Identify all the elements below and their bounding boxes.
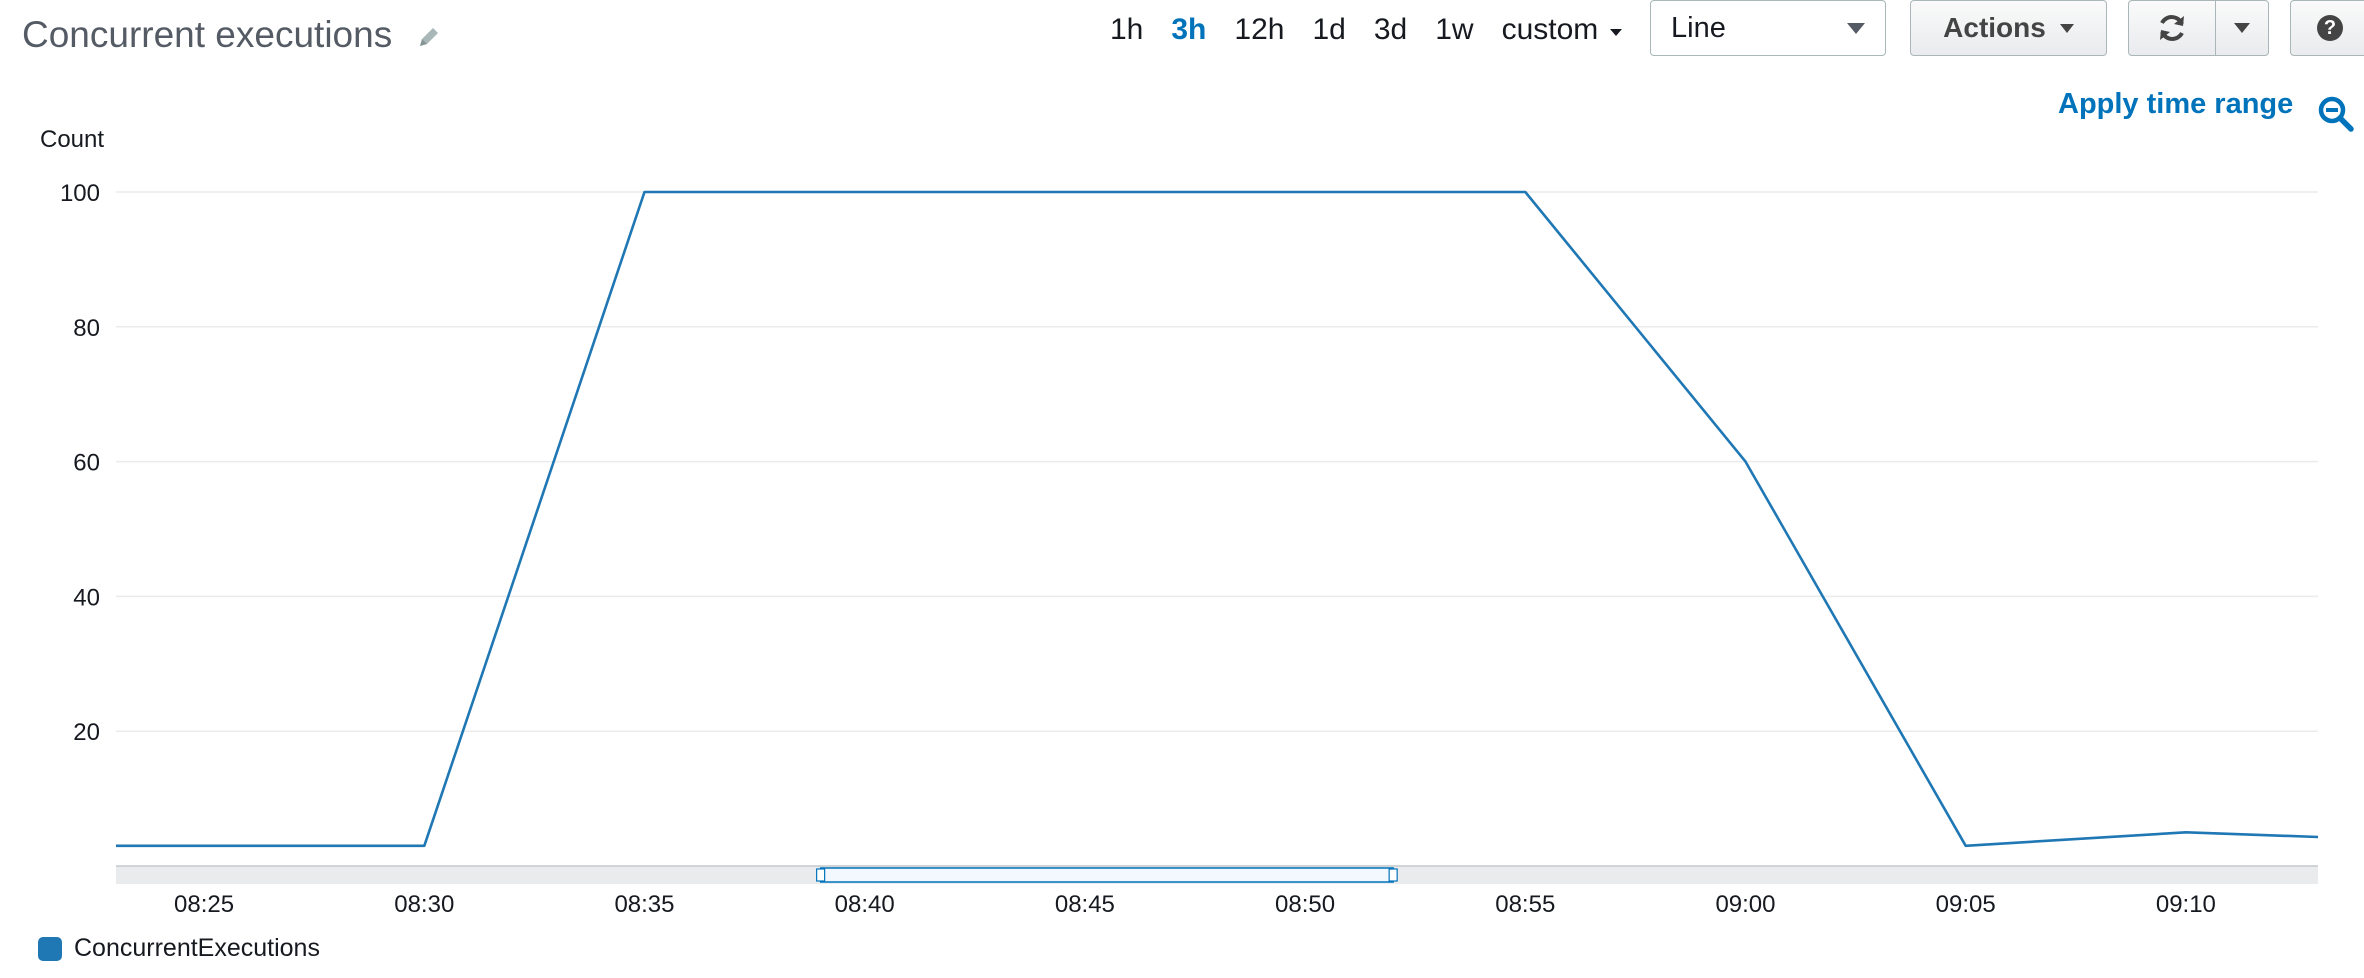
help-button[interactable]: ? <box>2290 0 2364 56</box>
brush-handle[interactable] <box>1388 868 1398 882</box>
caret-down-icon <box>1610 28 1623 36</box>
x-tick-label: 08:35 <box>614 891 674 918</box>
help-icon: ? <box>2317 15 2343 41</box>
x-tick-label: 09:10 <box>2156 891 2216 918</box>
apply-time-range-link[interactable]: Apply time range <box>2058 88 2294 120</box>
time-brush[interactable] <box>819 867 1394 883</box>
legend-label[interactable]: ConcurrentExecutions <box>74 934 320 962</box>
actions-label: Actions <box>1943 12 2046 43</box>
x-tick-label: 08:50 <box>1275 891 1335 918</box>
series-line <box>116 190 2319 848</box>
x-tick-label: 09:05 <box>1936 891 1996 918</box>
brush-handle[interactable] <box>816 868 826 882</box>
x-tick-label: 08:45 <box>1055 891 1115 918</box>
caret-down-icon <box>2059 23 2074 33</box>
range-3h[interactable]: 3h <box>1171 13 1207 46</box>
time-range-picker: 1h 3h 12h 1d 3d 1w custom <box>1110 10 1623 50</box>
range-1d[interactable]: 1d <box>1312 13 1346 46</box>
y-tick-label: 100 <box>60 180 100 207</box>
custom-range-button[interactable]: custom <box>1502 13 1623 47</box>
chevron-down-icon <box>2234 23 2250 33</box>
y-tick-label: 40 <box>73 584 100 611</box>
range-1h[interactable]: 1h <box>1110 13 1144 46</box>
pencil-icon[interactable] <box>416 24 442 50</box>
custom-range-label: custom <box>1501 13 1599 46</box>
zoom-out-icon[interactable] <box>2316 94 2356 134</box>
refresh-icon <box>2160 15 2184 41</box>
y-tick-label: 80 <box>73 315 100 342</box>
x-tick-label: 08:55 <box>1495 891 1555 918</box>
range-3d[interactable]: 3d <box>1373 13 1408 46</box>
x-tick-label: 08:25 <box>174 891 234 918</box>
legend-swatch <box>38 936 62 961</box>
actions-button[interactable]: Actions <box>1910 0 2107 56</box>
y-tick-label: 60 <box>73 450 100 477</box>
widget-title: Concurrent executions <box>22 14 393 55</box>
x-tick-label: 09:00 <box>1715 891 1775 918</box>
range-1w[interactable]: 1w <box>1435 13 1474 46</box>
chart-type-value: Line <box>1671 11 1726 44</box>
y-axis-label: Count <box>40 126 104 153</box>
x-tick-label: 08:40 <box>835 891 895 918</box>
chevron-down-icon <box>1847 23 1865 34</box>
range-12h[interactable]: 12h <box>1234 13 1285 46</box>
legend: ConcurrentExecutions <box>38 934 320 963</box>
refresh-options-button[interactable] <box>2215 0 2269 56</box>
x-tick-label: 08:30 <box>394 891 454 918</box>
y-tick-label: 20 <box>73 719 100 746</box>
chart-type-select[interactable]: Line <box>1650 0 1886 56</box>
refresh-button[interactable] <box>2128 0 2216 56</box>
